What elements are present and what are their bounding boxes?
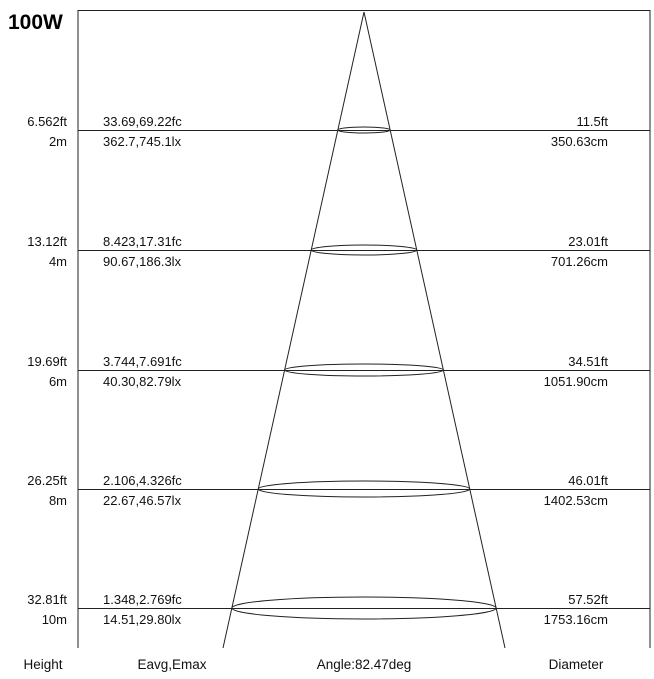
beam-edge-left [222, 11, 365, 649]
diameter-ft-label: 57.52ft [568, 592, 608, 607]
diameter-cm-label: 1753.16cm [544, 612, 608, 627]
diameter-ft-label: 46.01ft [568, 473, 608, 488]
height-m-label: 2m [49, 134, 67, 149]
illuminance-lx-label: 22.67,46.57lx [103, 493, 182, 508]
height-m-label: 8m [49, 493, 67, 508]
beam-spot-ellipse [257, 480, 471, 498]
diameter-cm-label: 1402.53cm [544, 493, 608, 508]
illuminance-fc-label: 8.423,17.31fc [103, 234, 182, 249]
beam-spot-ellipse [231, 596, 497, 620]
distance-row: 6.562ft 2m 33.69,69.22fc 362.7,745.1lx 11.5f… [27, 114, 650, 149]
illuminance-fc-label: 3.744,7.691fc [103, 354, 182, 369]
height-ft-label: 19.69ft [27, 354, 67, 369]
diameter-ft-label: 11.5ft [576, 114, 608, 129]
distance-row: 19.69ft 6m 3.744,7.691fc 40.30,82.79lx 34.51… [27, 354, 650, 389]
height-m-label: 10m [42, 612, 67, 627]
illuminance-fc-label: 1.348,2.769fc [103, 592, 182, 607]
height-m-label: 4m [49, 254, 67, 269]
illuminance-lx-label: 14.51,29.80lx [103, 612, 182, 627]
power-label: 100W [8, 11, 63, 34]
beam-spot-ellipse [310, 244, 418, 256]
distance-row: 13.12ft 4m 8.423,17.31fc 90.67,186.3lx 23.01… [27, 234, 650, 269]
distance-row: 32.81ft 10m 1.348,2.769fc 14.51,29.80lx 57.5… [27, 592, 650, 627]
distance-row: 26.25ft 8m 2.106,4.326fc 22.67,46.57lx 46.01… [27, 473, 650, 508]
diameter-ft-label: 34.51ft [568, 354, 608, 369]
height-ft-label: 26.25ft [27, 473, 67, 488]
height-ft-label: 13.12ft [27, 234, 67, 249]
illuminance-fc-label: 2.106,4.326fc [103, 473, 182, 488]
beam-spot-ellipse [284, 363, 444, 377]
diameter-cm-label: 350.63cm [551, 134, 608, 149]
illuminance-lx-label: 362.7,745.1lx [103, 134, 182, 149]
footer-height-label: Height [23, 657, 62, 672]
beam-spot-ellipse [337, 126, 391, 134]
height-m-label: 6m [49, 374, 67, 389]
illuminance-lx-label: 90.67,186.3lx [103, 254, 182, 269]
height-ft-label: 32.81ft [27, 592, 67, 607]
footer-illuminance-label: Eavg,Emax [137, 657, 206, 672]
height-ft-label: 6.562ft [27, 114, 67, 129]
diameter-ft-label: 23.01ft [568, 234, 608, 249]
footer-diameter-label: Diameter [549, 657, 604, 672]
beam-edge-right [363, 11, 506, 649]
distance-rows: 6.562ft 2m 33.69,69.22fc 362.7,745.1lx 11.5f… [27, 114, 650, 627]
diameter-cm-label: 701.26cm [551, 254, 608, 269]
diameter-cm-label: 1051.90cm [544, 374, 608, 389]
footer-angle-label: Angle:82.47deg [317, 657, 412, 672]
illuminance-fc-label: 33.69,69.22fc [103, 114, 182, 129]
illuminance-lx-label: 40.30,82.79lx [103, 374, 182, 389]
